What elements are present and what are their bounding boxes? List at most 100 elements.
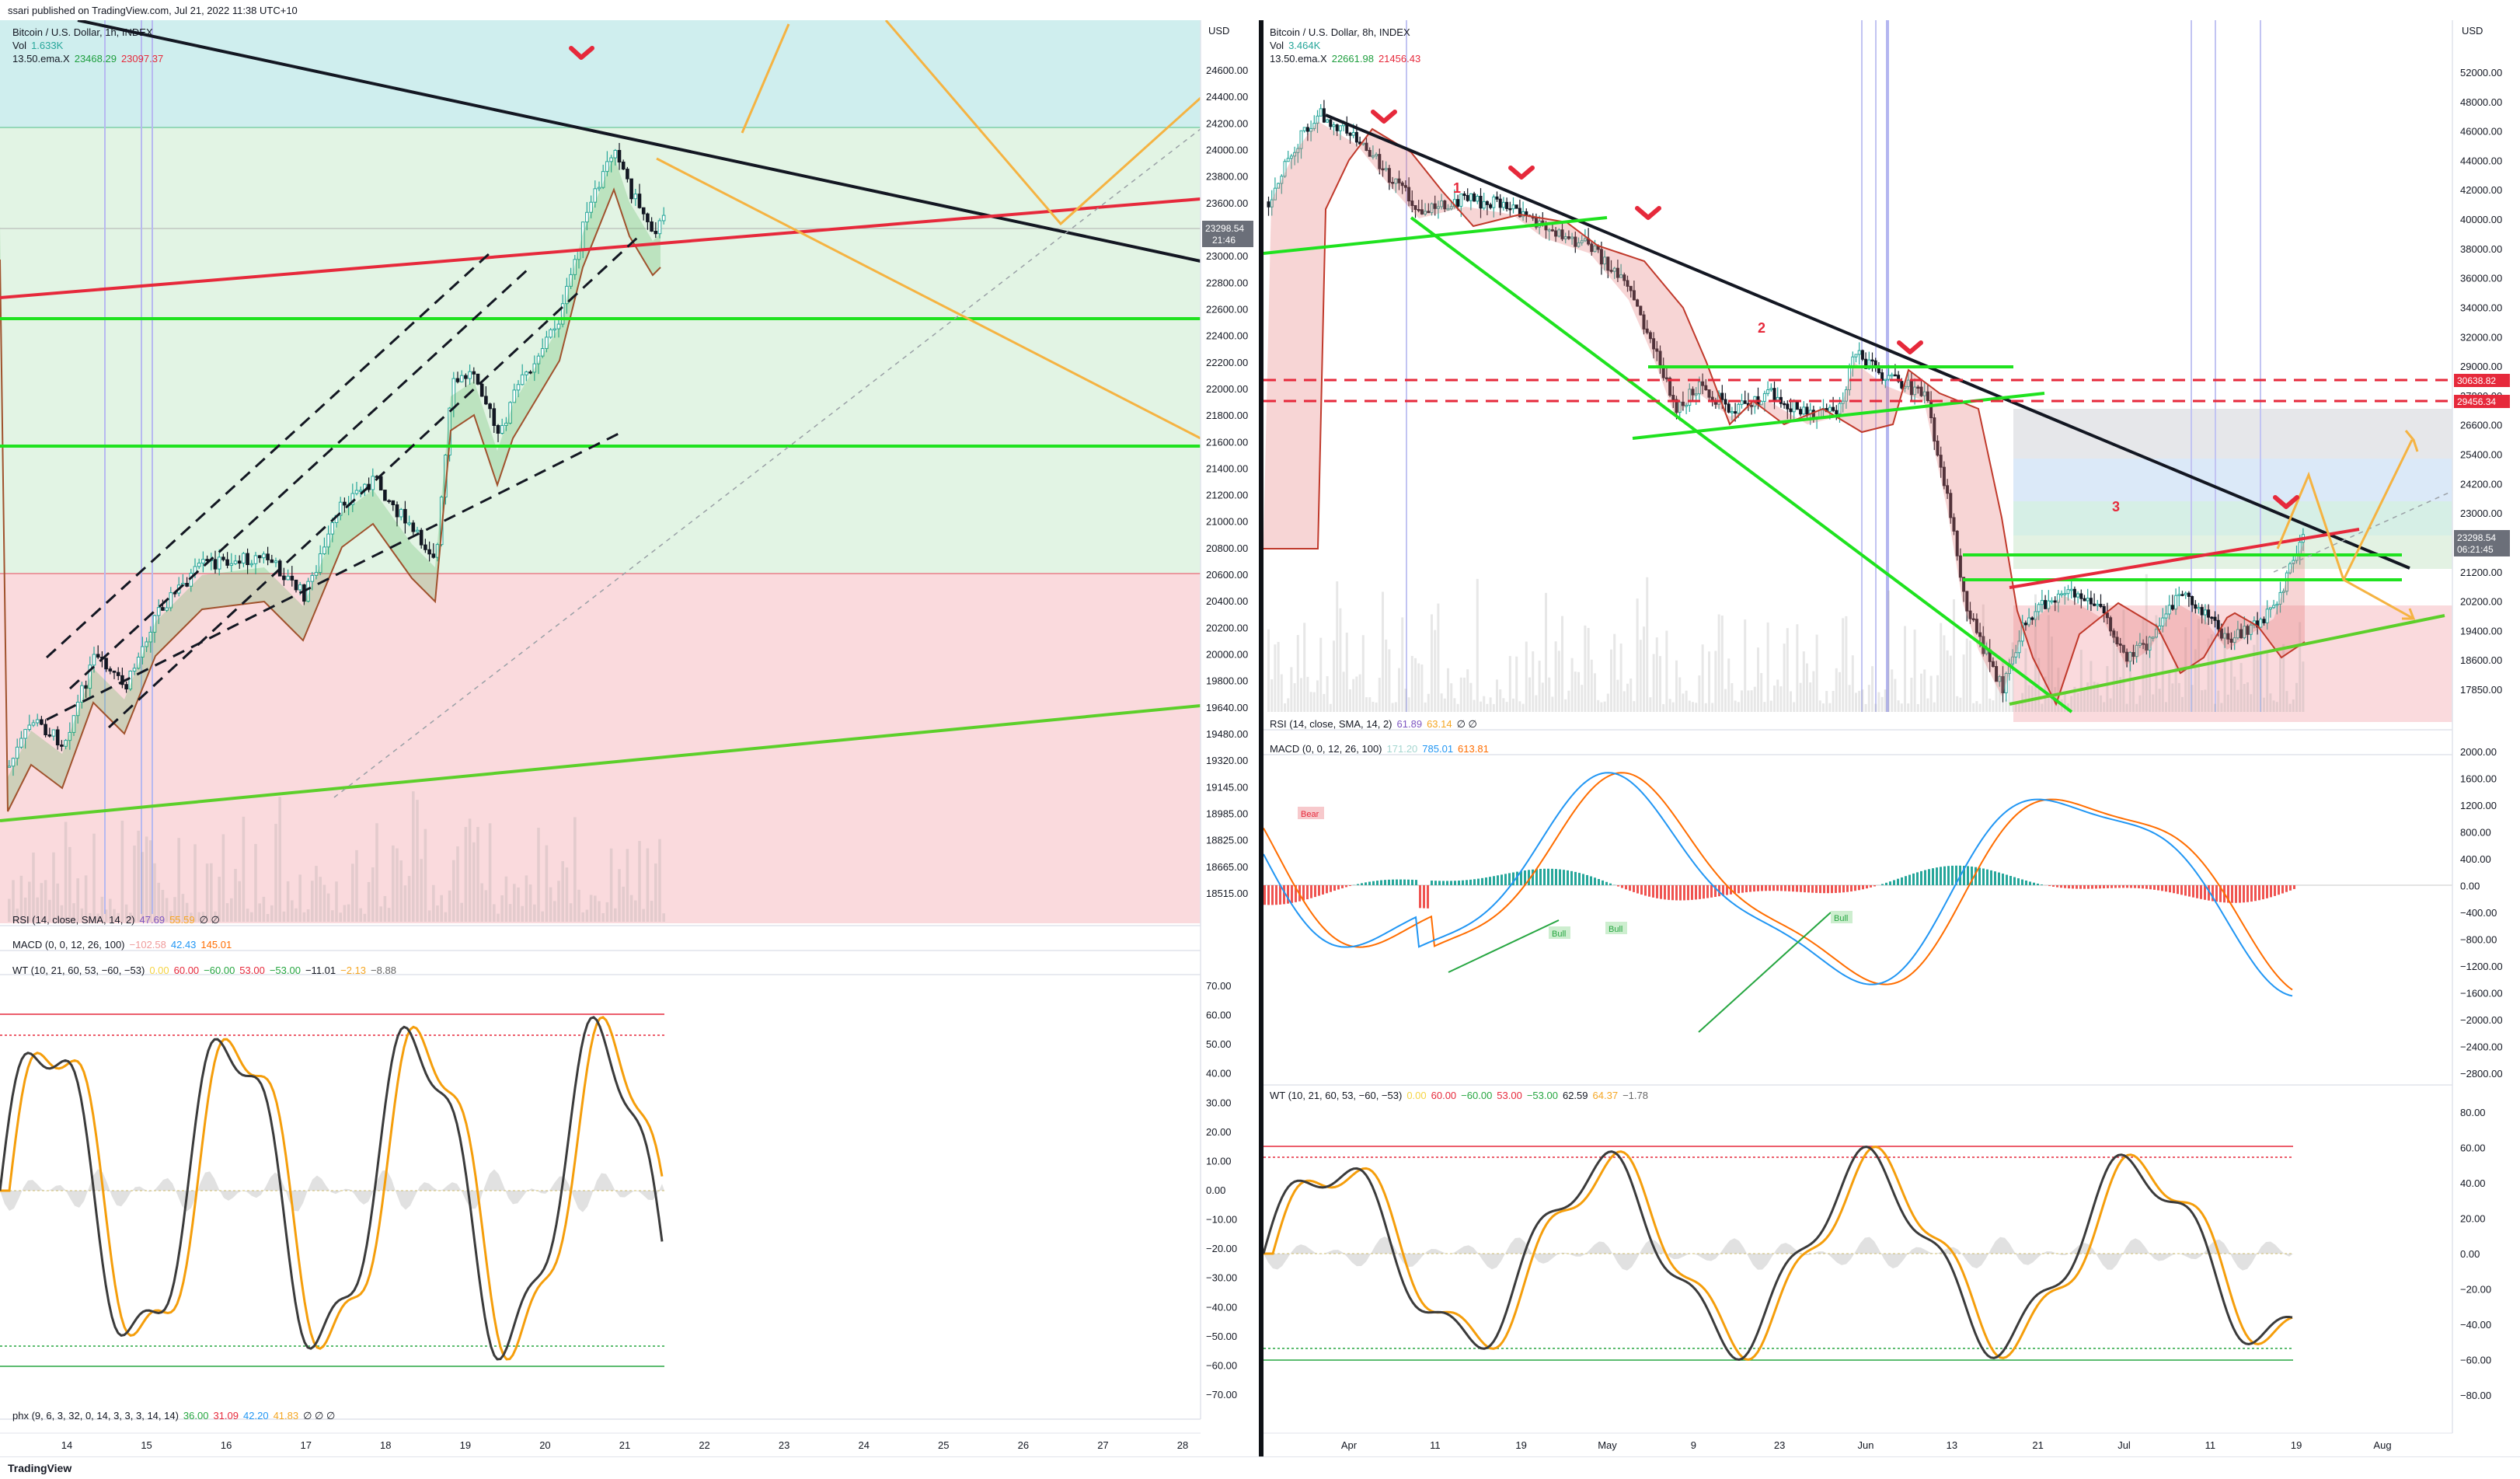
- macd-histogram-bar: [1446, 881, 1448, 885]
- tradingview-logo[interactable]: TradingView: [8, 1462, 71, 1474]
- volume-bar: [500, 895, 504, 922]
- volume-bar: [1871, 666, 1873, 712]
- candle-body: [1326, 120, 1329, 122]
- macd-histogram-bar: [1438, 881, 1441, 885]
- macd-histogram-bar: [1450, 881, 1452, 885]
- macd-histogram-bar: [1807, 885, 1810, 892]
- volume-bar: [1702, 644, 1704, 712]
- macd-histogram-bar: [1427, 885, 1429, 909]
- axis-tick-label: 19640.00: [1206, 702, 1248, 713]
- candle-body: [1512, 205, 1514, 209]
- candle-body: [1763, 393, 1765, 401]
- macd-histogram-bar: [1633, 885, 1635, 892]
- axis-tick-label: 46000.00: [2460, 126, 2502, 138]
- volume-bar: [2285, 691, 2288, 712]
- phx-value-2: 31.09: [213, 1410, 239, 1421]
- macd-histogram-bar: [2091, 885, 2093, 889]
- right-symbol-legend[interactable]: Bitcoin / U.S. Dollar, 8h, INDEX: [1270, 26, 1410, 39]
- left-chart-svg[interactable]: USD 24600.0024400.0024200.0024000.002380…: [0, 20, 1259, 1456]
- macd-histogram-bar: [1563, 870, 1565, 885]
- macd-histogram-bar: [1271, 885, 1274, 905]
- macd-histogram-bar: [1567, 870, 1569, 885]
- macd-histogram-bar: [1881, 884, 1884, 885]
- macd-histogram-bar: [1998, 873, 2000, 885]
- left-symbol-legend[interactable]: Bitcoin / U.S. Dollar, 1h, INDEX: [12, 26, 153, 39]
- macd-histogram-bar: [1322, 885, 1324, 895]
- candle-body: [1806, 407, 1808, 414]
- volume-bar: [594, 895, 597, 922]
- macd-histogram-bar: [2180, 885, 2183, 895]
- candle-body: [626, 169, 629, 180]
- macd-histogram-bar: [1477, 879, 1480, 885]
- wt-value-8: −1.78: [1622, 1090, 1648, 1101]
- price-tag-value: 23298.54: [2457, 532, 2496, 543]
- macd-histogram-bar: [1699, 885, 1701, 899]
- time-tick-label: 21: [2032, 1439, 2043, 1451]
- macd-histogram-bar: [1345, 885, 1347, 887]
- volume-bar: [1281, 675, 1283, 712]
- left-phx-legend[interactable]: phx (9, 6, 3, 32, 0, 14, 3, 3, 3, 14, 14…: [12, 1410, 335, 1422]
- candle-body: [1287, 159, 1289, 162]
- vol-label: Vol: [12, 40, 26, 51]
- volume-bar: [1936, 675, 1939, 712]
- descending-trendline[interactable]: [1326, 115, 2410, 568]
- volume-bar: [8, 899, 11, 922]
- axis-tick-label: 24600.00: [1206, 65, 1248, 76]
- macd-histogram-bar: [1551, 869, 1553, 885]
- volume-bar: [549, 888, 552, 922]
- macd-histogram-bar: [1842, 885, 1845, 892]
- volume-bar: [1267, 630, 1270, 712]
- candle-body: [2070, 589, 2072, 591]
- volume-bar: [1620, 644, 1622, 712]
- volume-bar: [1388, 649, 1390, 712]
- volume-bar: [1956, 696, 1958, 712]
- wt-value-2: 60.00: [1431, 1090, 1457, 1101]
- volume-bar: [254, 844, 257, 922]
- macd-histogram-bar: [2138, 885, 2140, 888]
- candle-body: [1473, 194, 1476, 201]
- right-chart-svg[interactable]: 1 2 3 Bear Bull Bull Bull USD 52000.0048…: [1263, 20, 2520, 1456]
- volume-bar: [149, 840, 152, 922]
- candle-body: [274, 561, 277, 563]
- macd-histogram-bar: [1570, 871, 1573, 885]
- candle-body: [2061, 594, 2063, 595]
- volume-bar: [52, 853, 55, 922]
- volume-bar: [1695, 703, 1697, 712]
- candle-body: [1800, 410, 1802, 414]
- axis-tick-label: 70.00: [1206, 980, 1232, 992]
- volume-bar: [2302, 661, 2304, 712]
- volume-bar: [1300, 678, 1302, 712]
- candle-body: [1790, 409, 1792, 412]
- macd-histogram-bar: [2169, 885, 2171, 892]
- macd-histogram-bar: [1804, 885, 1806, 892]
- macd-histogram-bar: [1772, 885, 1775, 891]
- candle-body: [1734, 412, 1737, 413]
- volume-bar: [1718, 615, 1720, 712]
- volume-bar: [2005, 699, 2007, 712]
- macd-histogram-bar: [2289, 885, 2292, 891]
- volume-bar: [2263, 698, 2265, 712]
- candle-body: [1741, 401, 1743, 405]
- volume-bar: [1571, 658, 1574, 712]
- macd-histogram-bar: [1769, 885, 1771, 891]
- candle-body: [2090, 598, 2092, 604]
- candle-body: [2266, 609, 2268, 623]
- macd-histogram-bar: [1710, 885, 1713, 898]
- macd-histogram-bar: [2231, 885, 2233, 903]
- volume-bar: [1297, 635, 1299, 712]
- volume-bar: [1692, 702, 1694, 712]
